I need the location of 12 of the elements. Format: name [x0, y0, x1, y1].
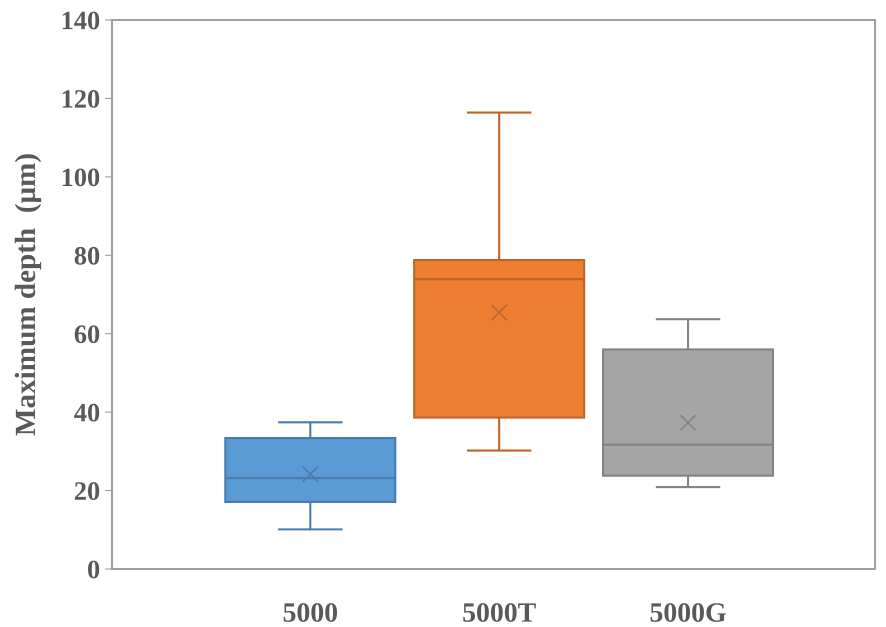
y-tick-label: 40 — [74, 404, 100, 422]
y-tick-label: 80 — [74, 246, 100, 265]
x-tick-label: 5000T — [463, 603, 536, 622]
y-tick-label: 140 — [62, 12, 100, 30]
y-axis-title: Maximum depth (μm) — [14, 154, 42, 436]
x-tick-label: 5000G — [650, 603, 726, 622]
y-tick-label: 0 — [88, 560, 100, 578]
y-tick-label: 60 — [74, 325, 100, 344]
x-tick-label: 5000 — [284, 603, 338, 622]
y-tick-label: 100 — [62, 168, 100, 186]
y-tick-label: 20 — [74, 482, 100, 500]
y-tick-label: 120 — [62, 90, 100, 108]
